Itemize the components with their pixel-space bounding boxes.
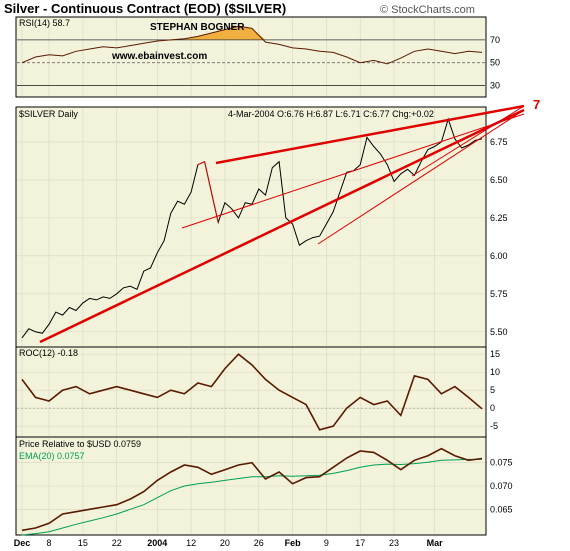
roc-title: ROC(12) -0.18 — [19, 348, 78, 358]
price-relative-line — [21, 447, 483, 532]
lower-trendline — [39, 108, 525, 344]
y-axis-tick-labels: 7050306.756.506.256.005.755.50151050-50.… — [490, 35, 513, 514]
x-tick-label: 8 — [47, 538, 52, 548]
x-tick-label: Dec — [14, 538, 31, 548]
x-tick-label: 15 — [78, 538, 88, 548]
y-tick-label: 6.00 — [490, 251, 508, 261]
chart-title: Silver - Continuous Contract (EOD) ($SIL… — [4, 1, 286, 16]
relative-title: Price Relative to $USD 0.0759 — [19, 439, 141, 449]
rsi-reference-lines — [17, 39, 485, 86]
copyright-link[interactable]: © StockCharts.com — [380, 4, 475, 16]
x-tick-label: 2004 — [147, 538, 167, 548]
y-tick-label: 6.75 — [490, 137, 508, 147]
x-tick-label: 12 — [186, 538, 196, 548]
y-tick-label: 30 — [490, 81, 500, 91]
ohlc-readout: 4-Mar-2004 O:6.76 H:6.87 L:6.71 C:6.77 C… — [228, 109, 434, 119]
y-tick-label: 5.50 — [490, 327, 508, 337]
price-title: $SILVER Daily — [19, 109, 78, 119]
rsi-line — [21, 25, 483, 65]
x-tick-label: 23 — [389, 538, 399, 548]
ema-line — [21, 458, 482, 536]
y-tick-label: 6.50 — [490, 175, 508, 185]
y-tick-label: 0.070 — [490, 481, 513, 491]
y-tick-label: 5 — [490, 385, 495, 395]
trendlines — [39, 104, 525, 344]
y-tick-label: -5 — [490, 421, 498, 431]
x-tick-label: Mar — [427, 538, 444, 548]
x-tick-label: Feb — [285, 538, 302, 548]
callout-number: 7 — [533, 97, 540, 112]
y-tick-label: 70 — [490, 35, 500, 45]
author-annotation: STEPHAN BOGNER — [150, 22, 245, 33]
roc-line — [21, 353, 483, 431]
grid-lines — [17, 18, 485, 534]
y-tick-label: 0.075 — [490, 458, 513, 468]
inner-trendline-3 — [411, 105, 525, 177]
y-tick-label: 5.75 — [490, 289, 508, 299]
x-tick-label: 9 — [324, 538, 329, 548]
rsi-overbought-fill — [22, 26, 482, 40]
y-tick-label: 15 — [490, 349, 500, 359]
upper-trendline — [215, 104, 525, 165]
website-annotation[interactable]: www.ebainvest.com — [111, 51, 207, 62]
price-line-highlight — [197, 160, 219, 223]
rsi-title: RSI(14) 58.7 — [19, 18, 70, 28]
y-tick-label: 10 — [490, 367, 500, 377]
ema-legend: EMA(20) 0.0757 — [19, 451, 85, 461]
y-tick-label: 6.25 — [490, 213, 508, 223]
x-tick-label: 20 — [220, 538, 230, 548]
x-tick-label: 26 — [254, 538, 264, 548]
x-axis-tick-labels: Dec 8 15 22 2004 12 20 26 Feb 9 17 23 Mar — [14, 538, 443, 548]
price-panel — [15, 106, 487, 348]
y-tick-label: 50 — [490, 58, 500, 68]
x-tick-label: 22 — [112, 538, 122, 548]
inner-trendline-1 — [181, 113, 525, 229]
inner-trendline-2 — [317, 109, 525, 245]
y-tick-label: 0.065 — [490, 504, 513, 514]
x-tick-label: 17 — [355, 538, 365, 548]
y-tick-label: 0 — [490, 403, 495, 413]
